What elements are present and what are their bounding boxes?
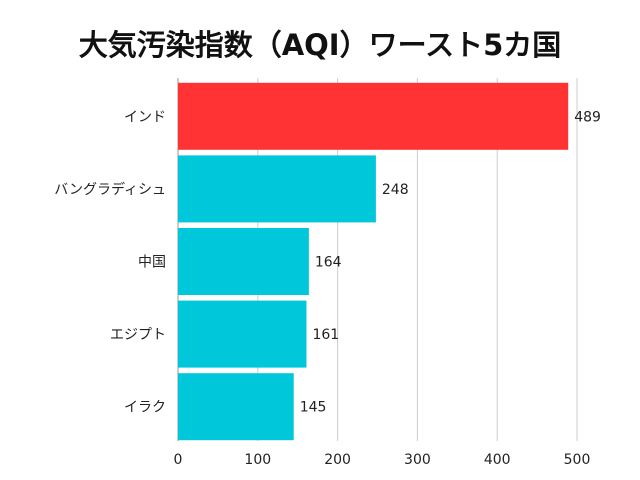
data-label: 145 [300, 400, 327, 416]
data-label: 248 [382, 182, 409, 198]
category-label: イラク [124, 400, 166, 416]
x-tick-label: 200 [324, 452, 351, 468]
category-label: インド [124, 109, 166, 125]
x-tick-label: 300 [404, 452, 431, 468]
chart-title: 大気汚染指数（AQI）ワースト5カ国 [78, 28, 562, 62]
bar [178, 155, 376, 223]
category-label: エジプト [110, 327, 166, 343]
bar [178, 373, 294, 441]
x-tick-label: 0 [174, 452, 183, 468]
bar [178, 82, 569, 150]
data-label: 489 [574, 109, 601, 125]
x-tick-label: 500 [564, 452, 591, 468]
category-label: 中国 [138, 255, 166, 271]
bar [178, 300, 307, 368]
bar [178, 228, 309, 295]
category-label: バングラディシュ [54, 181, 166, 198]
data-label: 164 [315, 255, 342, 271]
x-tick-label: 400 [484, 452, 511, 468]
data-label: 161 [312, 327, 339, 343]
x-tick-label: 100 [244, 452, 271, 468]
